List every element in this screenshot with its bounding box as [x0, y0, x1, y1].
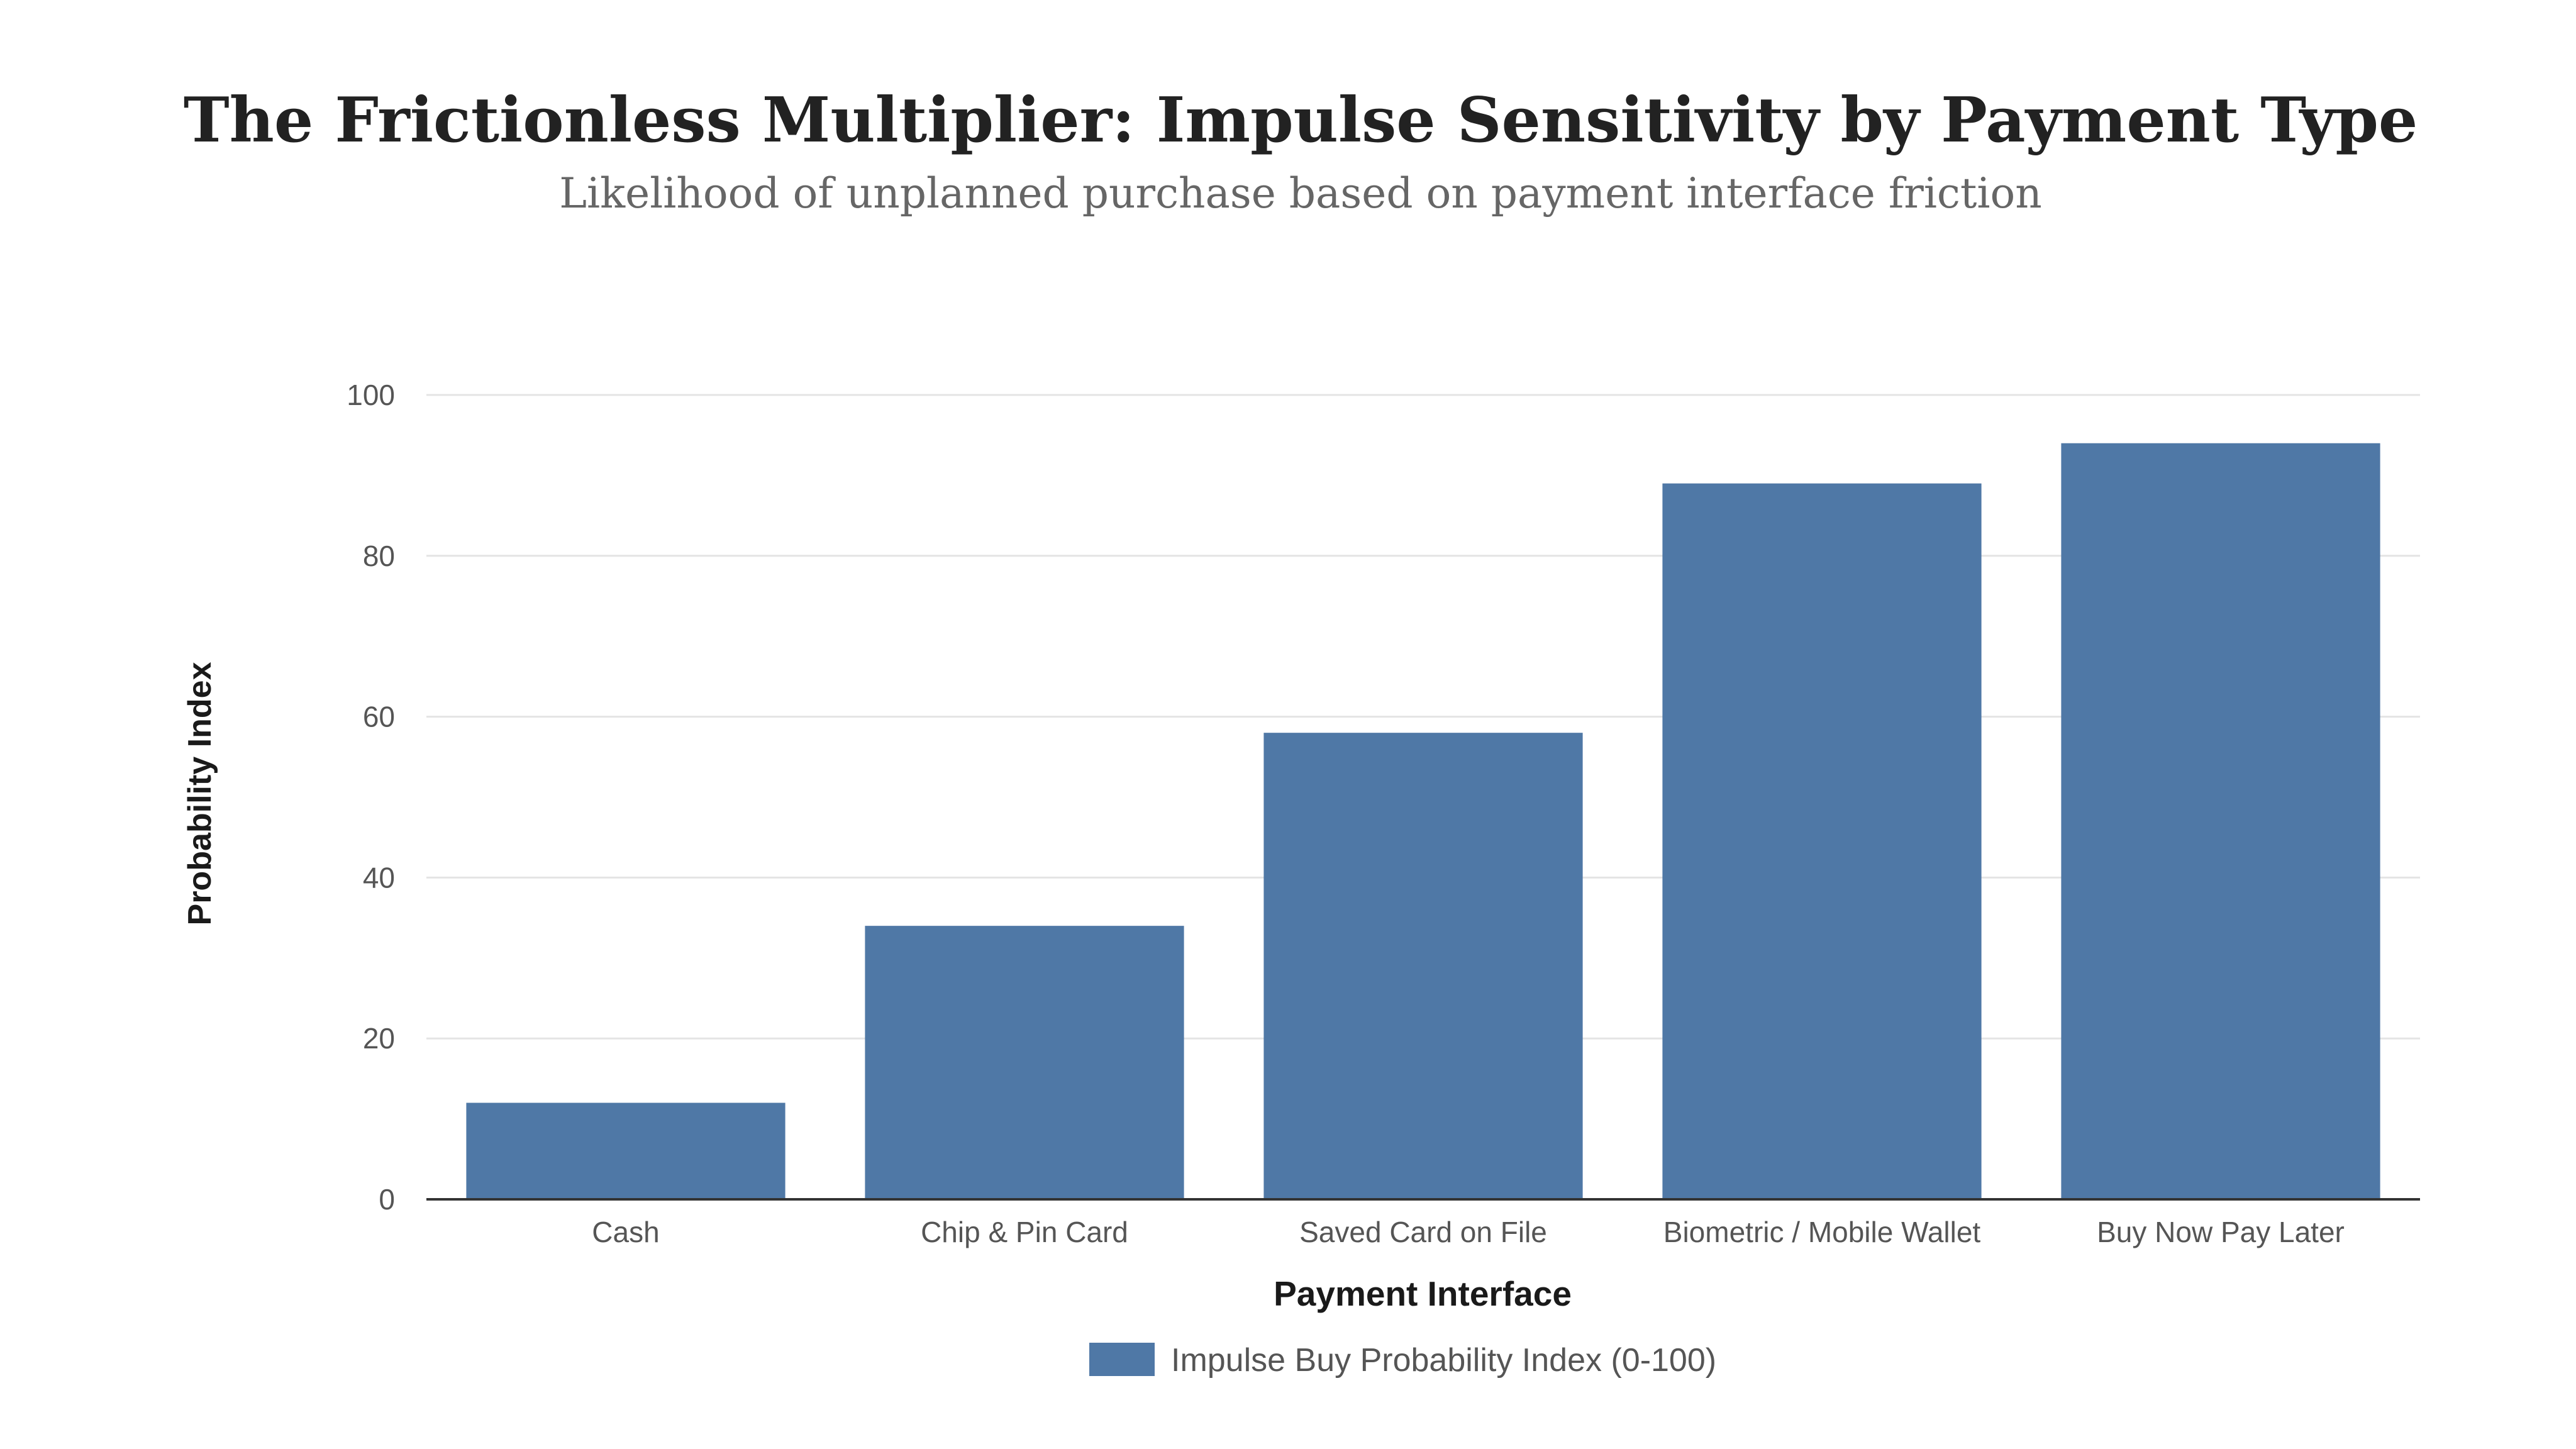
y-axis-title: Probability Index	[182, 662, 218, 925]
legend-label: Impulse Buy Probability Index (0-100)	[1171, 1342, 1716, 1379]
x-tick-label: Chip & Pin Card	[921, 1216, 1128, 1248]
chart-subtitle: Likelihood of unplanned purchase based o…	[559, 169, 2042, 218]
legend: Impulse Buy Probability Index (0-100)	[1089, 1342, 1716, 1379]
y-tick-label: 80	[363, 540, 395, 572]
x-tick-label: Cash	[592, 1216, 659, 1248]
y-axis-ticks: 0 20 40 60 80 100	[347, 379, 395, 1216]
chart-title: The Frictionless Multiplier: Impulse Sen…	[184, 84, 2418, 157]
x-axis-ticks: Cash Chip & Pin Card Saved Card on File Bio…	[592, 1216, 2345, 1248]
bar[interactable]	[1662, 483, 1982, 1200]
y-tick-label: 100	[347, 379, 395, 411]
legend-swatch	[1089, 1343, 1155, 1376]
x-tick-label: Biometric / Mobile Wallet	[1663, 1216, 1981, 1248]
bar[interactable]	[466, 1102, 786, 1199]
bars	[466, 443, 2380, 1200]
x-tick-label: Saved Card on File	[1299, 1216, 1547, 1248]
y-tick-label: 60	[363, 701, 395, 733]
bar[interactable]	[1263, 733, 1583, 1199]
bar[interactable]	[865, 926, 1184, 1199]
y-tick-label: 0	[379, 1183, 395, 1216]
bar[interactable]	[2061, 443, 2380, 1199]
x-tick-label: Buy Now Pay Later	[2097, 1216, 2345, 1248]
y-tick-label: 20	[363, 1022, 395, 1055]
x-axis-title: Payment Interface	[1274, 1274, 1572, 1313]
y-tick-label: 40	[363, 861, 395, 894]
